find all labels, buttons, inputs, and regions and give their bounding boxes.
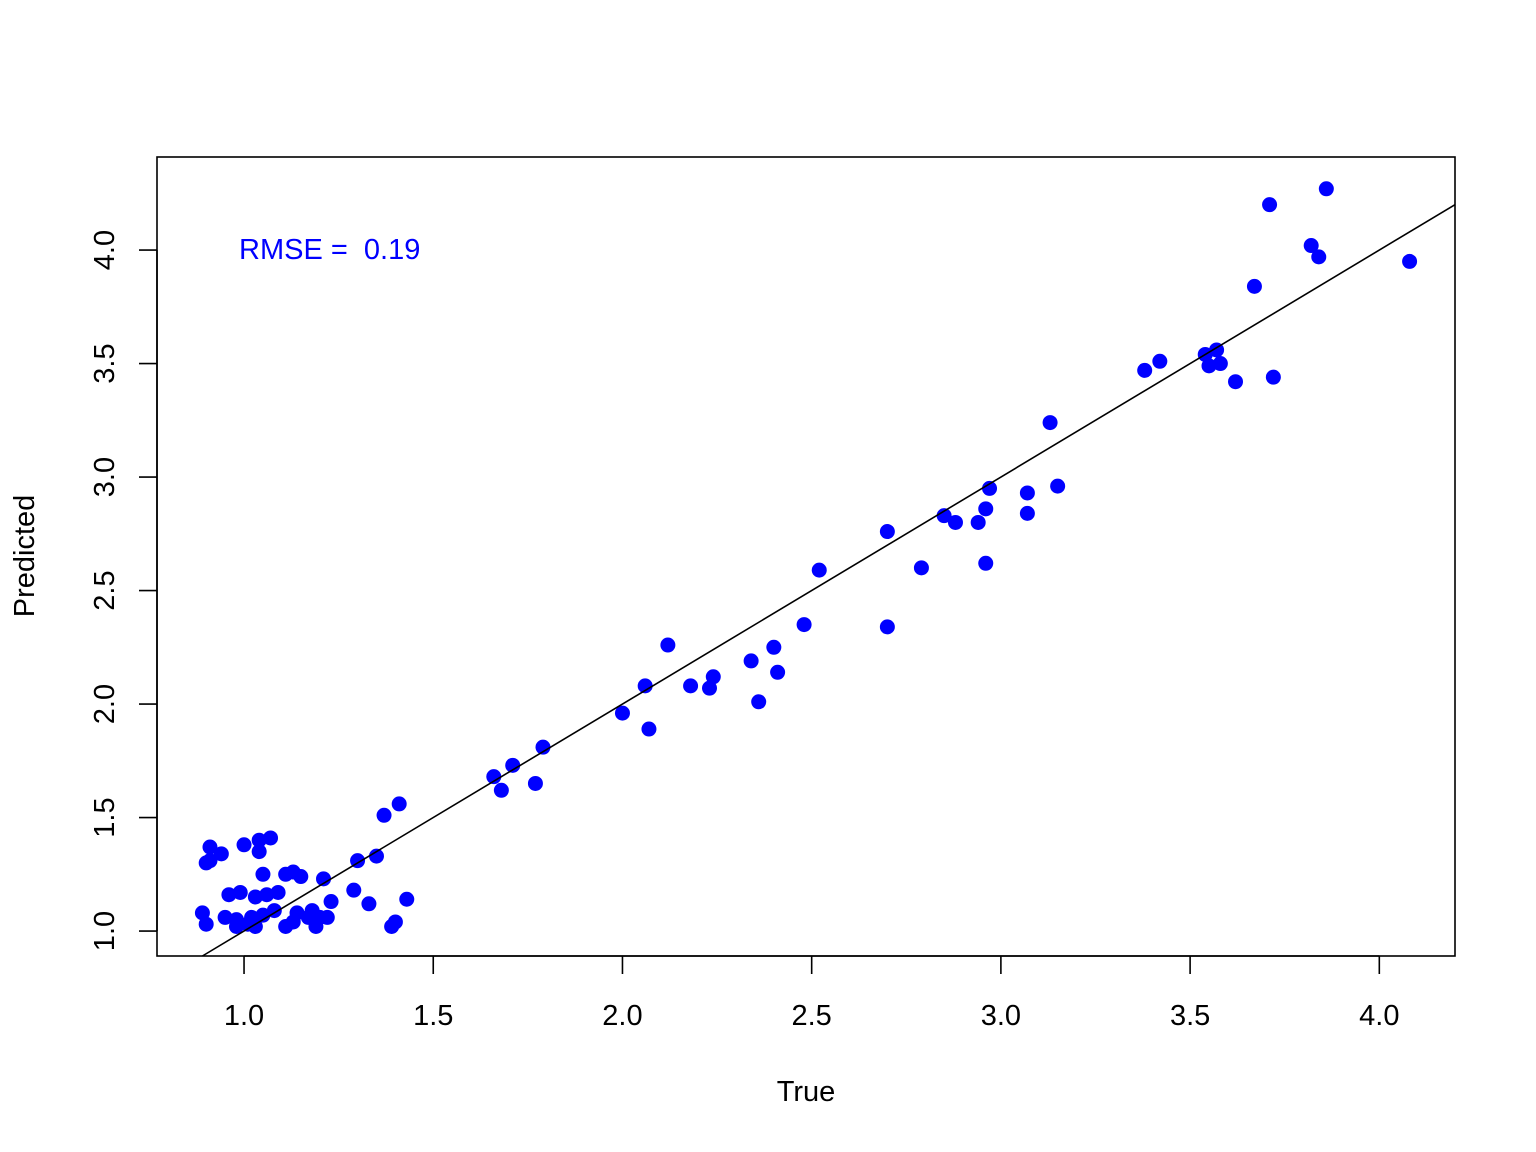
data-point xyxy=(368,848,384,864)
data-point xyxy=(660,637,676,653)
data-point xyxy=(505,757,521,773)
data-point xyxy=(614,705,630,721)
data-point xyxy=(743,653,759,669)
data-point xyxy=(213,846,229,862)
data-point xyxy=(1212,356,1228,372)
data-point xyxy=(251,844,267,860)
data-point xyxy=(1019,485,1035,501)
data-point xyxy=(1402,253,1418,269)
data-point xyxy=(982,480,998,496)
x-tick-label: 3.0 xyxy=(981,1000,1021,1032)
data-point xyxy=(527,775,543,791)
data-point xyxy=(236,837,252,853)
y-tick-label: 3.0 xyxy=(89,457,121,497)
data-point xyxy=(232,884,248,900)
data-point xyxy=(493,782,509,798)
data-point xyxy=(1246,278,1262,294)
data-point xyxy=(1262,197,1278,213)
data-point xyxy=(323,894,339,910)
y-tick-label: 1.5 xyxy=(89,797,121,837)
data-point xyxy=(255,866,271,882)
identity-reference-line xyxy=(201,203,1456,957)
data-point xyxy=(259,887,275,903)
data-point xyxy=(221,887,237,903)
data-point xyxy=(1318,181,1334,197)
data-point xyxy=(751,694,767,710)
data-point xyxy=(978,501,994,517)
data-point xyxy=(1265,369,1281,385)
y-tick-label: 4.0 xyxy=(89,230,121,270)
x-axis-label: True xyxy=(777,1076,836,1108)
x-tick-label: 4.0 xyxy=(1359,1000,1399,1032)
data-point xyxy=(879,524,895,540)
data-point xyxy=(978,555,994,571)
data-point xyxy=(346,882,362,898)
data-point xyxy=(202,839,218,855)
data-point xyxy=(202,853,218,869)
data-point xyxy=(683,678,699,694)
data-point xyxy=(1050,478,1066,494)
data-point xyxy=(387,914,403,930)
x-tick-label: 2.0 xyxy=(602,1000,642,1032)
data-point xyxy=(316,871,332,887)
data-point xyxy=(251,832,267,848)
y-tick-label: 2.0 xyxy=(89,684,121,724)
data-point xyxy=(1228,374,1244,390)
data-point xyxy=(486,769,502,785)
data-point xyxy=(1019,505,1035,521)
data-point xyxy=(811,562,827,578)
data-point xyxy=(289,905,305,921)
data-point xyxy=(399,891,415,907)
rmse-annotation: RMSE = 0.19 xyxy=(239,234,420,266)
y-axis: 1.0 1.5 2.0 2.5 3.0 3.5 4.0 xyxy=(89,230,158,951)
x-tick-label: 2.5 xyxy=(792,1000,832,1032)
data-point xyxy=(970,514,986,530)
data-point xyxy=(293,869,309,885)
data-point xyxy=(247,889,263,905)
data-point xyxy=(263,830,279,846)
x-tick-label: 1.0 xyxy=(224,1000,264,1032)
data-point xyxy=(947,514,963,530)
data-point xyxy=(936,508,952,524)
data-point xyxy=(1303,238,1319,254)
data-point xyxy=(705,669,721,685)
x-axis: 1.0 1.5 2.0 2.5 3.0 3.5 4.0 xyxy=(224,955,1399,1032)
data-point xyxy=(1311,249,1327,265)
y-tick-label: 1.0 xyxy=(89,911,121,951)
points-layer xyxy=(194,181,1418,934)
data-point xyxy=(319,909,335,925)
x-tick-label: 1.5 xyxy=(413,1000,453,1032)
data-point xyxy=(637,678,653,694)
data-point xyxy=(228,912,244,928)
data-point xyxy=(391,796,407,812)
data-point xyxy=(255,907,271,923)
data-point xyxy=(1042,415,1058,431)
data-point xyxy=(198,916,214,932)
data-point xyxy=(270,884,286,900)
data-point xyxy=(194,905,210,921)
data-point xyxy=(641,721,657,737)
data-point xyxy=(1137,362,1153,378)
y-tick-label: 2.5 xyxy=(89,570,121,610)
data-point xyxy=(1152,353,1168,369)
data-point xyxy=(879,619,895,635)
data-point xyxy=(913,560,929,576)
y-axis-label: Predicted xyxy=(9,495,41,618)
data-point xyxy=(361,896,377,912)
y-tick-label: 3.5 xyxy=(89,343,121,383)
data-point xyxy=(766,639,782,655)
data-point xyxy=(376,807,392,823)
data-point xyxy=(702,680,718,696)
data-point xyxy=(770,664,786,680)
data-point xyxy=(796,617,812,633)
x-tick-label: 3.5 xyxy=(1170,1000,1210,1032)
data-point xyxy=(1201,358,1217,374)
data-point xyxy=(217,909,233,925)
data-point xyxy=(535,739,551,755)
